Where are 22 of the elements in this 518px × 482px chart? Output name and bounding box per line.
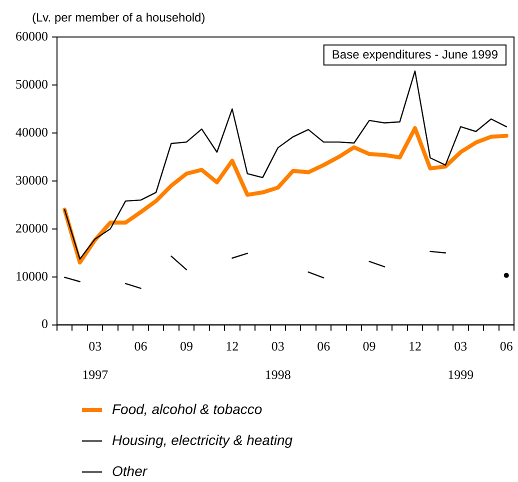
y-tick-label: 0 xyxy=(42,316,48,332)
y-axis-title: (Lv. per member of a household) xyxy=(32,10,206,24)
y-tick-label: 20000 xyxy=(16,220,48,236)
legend-label: Food, alcohol & tobacco xyxy=(112,400,262,417)
y-tick-label: 50000 xyxy=(16,76,48,92)
x-tick-label: 03 1997 xyxy=(82,338,109,382)
x-tick-label: 12 xyxy=(226,338,239,354)
x-tick-label: 09 xyxy=(180,338,193,354)
x-tick-label: 03 1999 xyxy=(448,338,474,382)
y-tick-label: 10000 xyxy=(16,268,48,284)
x-tick-label: 03 1998 xyxy=(264,338,291,382)
annotation: Base expenditures - June 1999 xyxy=(332,47,498,62)
x-tick-label: 09 xyxy=(362,338,376,354)
y-tick-label: 60000 xyxy=(16,28,48,44)
y-tick-label: 30000 xyxy=(16,172,48,188)
x-tick-label: 06 xyxy=(134,338,148,354)
x-tick-label: 06 xyxy=(317,338,331,354)
y-tick-label: 40000 xyxy=(16,124,48,140)
legend-label: Other xyxy=(112,462,148,479)
x-tick-label: 12 xyxy=(408,338,422,354)
x-tick-label: 06 xyxy=(500,338,514,354)
legend-label: Housing, electricity & heating xyxy=(112,432,293,448)
